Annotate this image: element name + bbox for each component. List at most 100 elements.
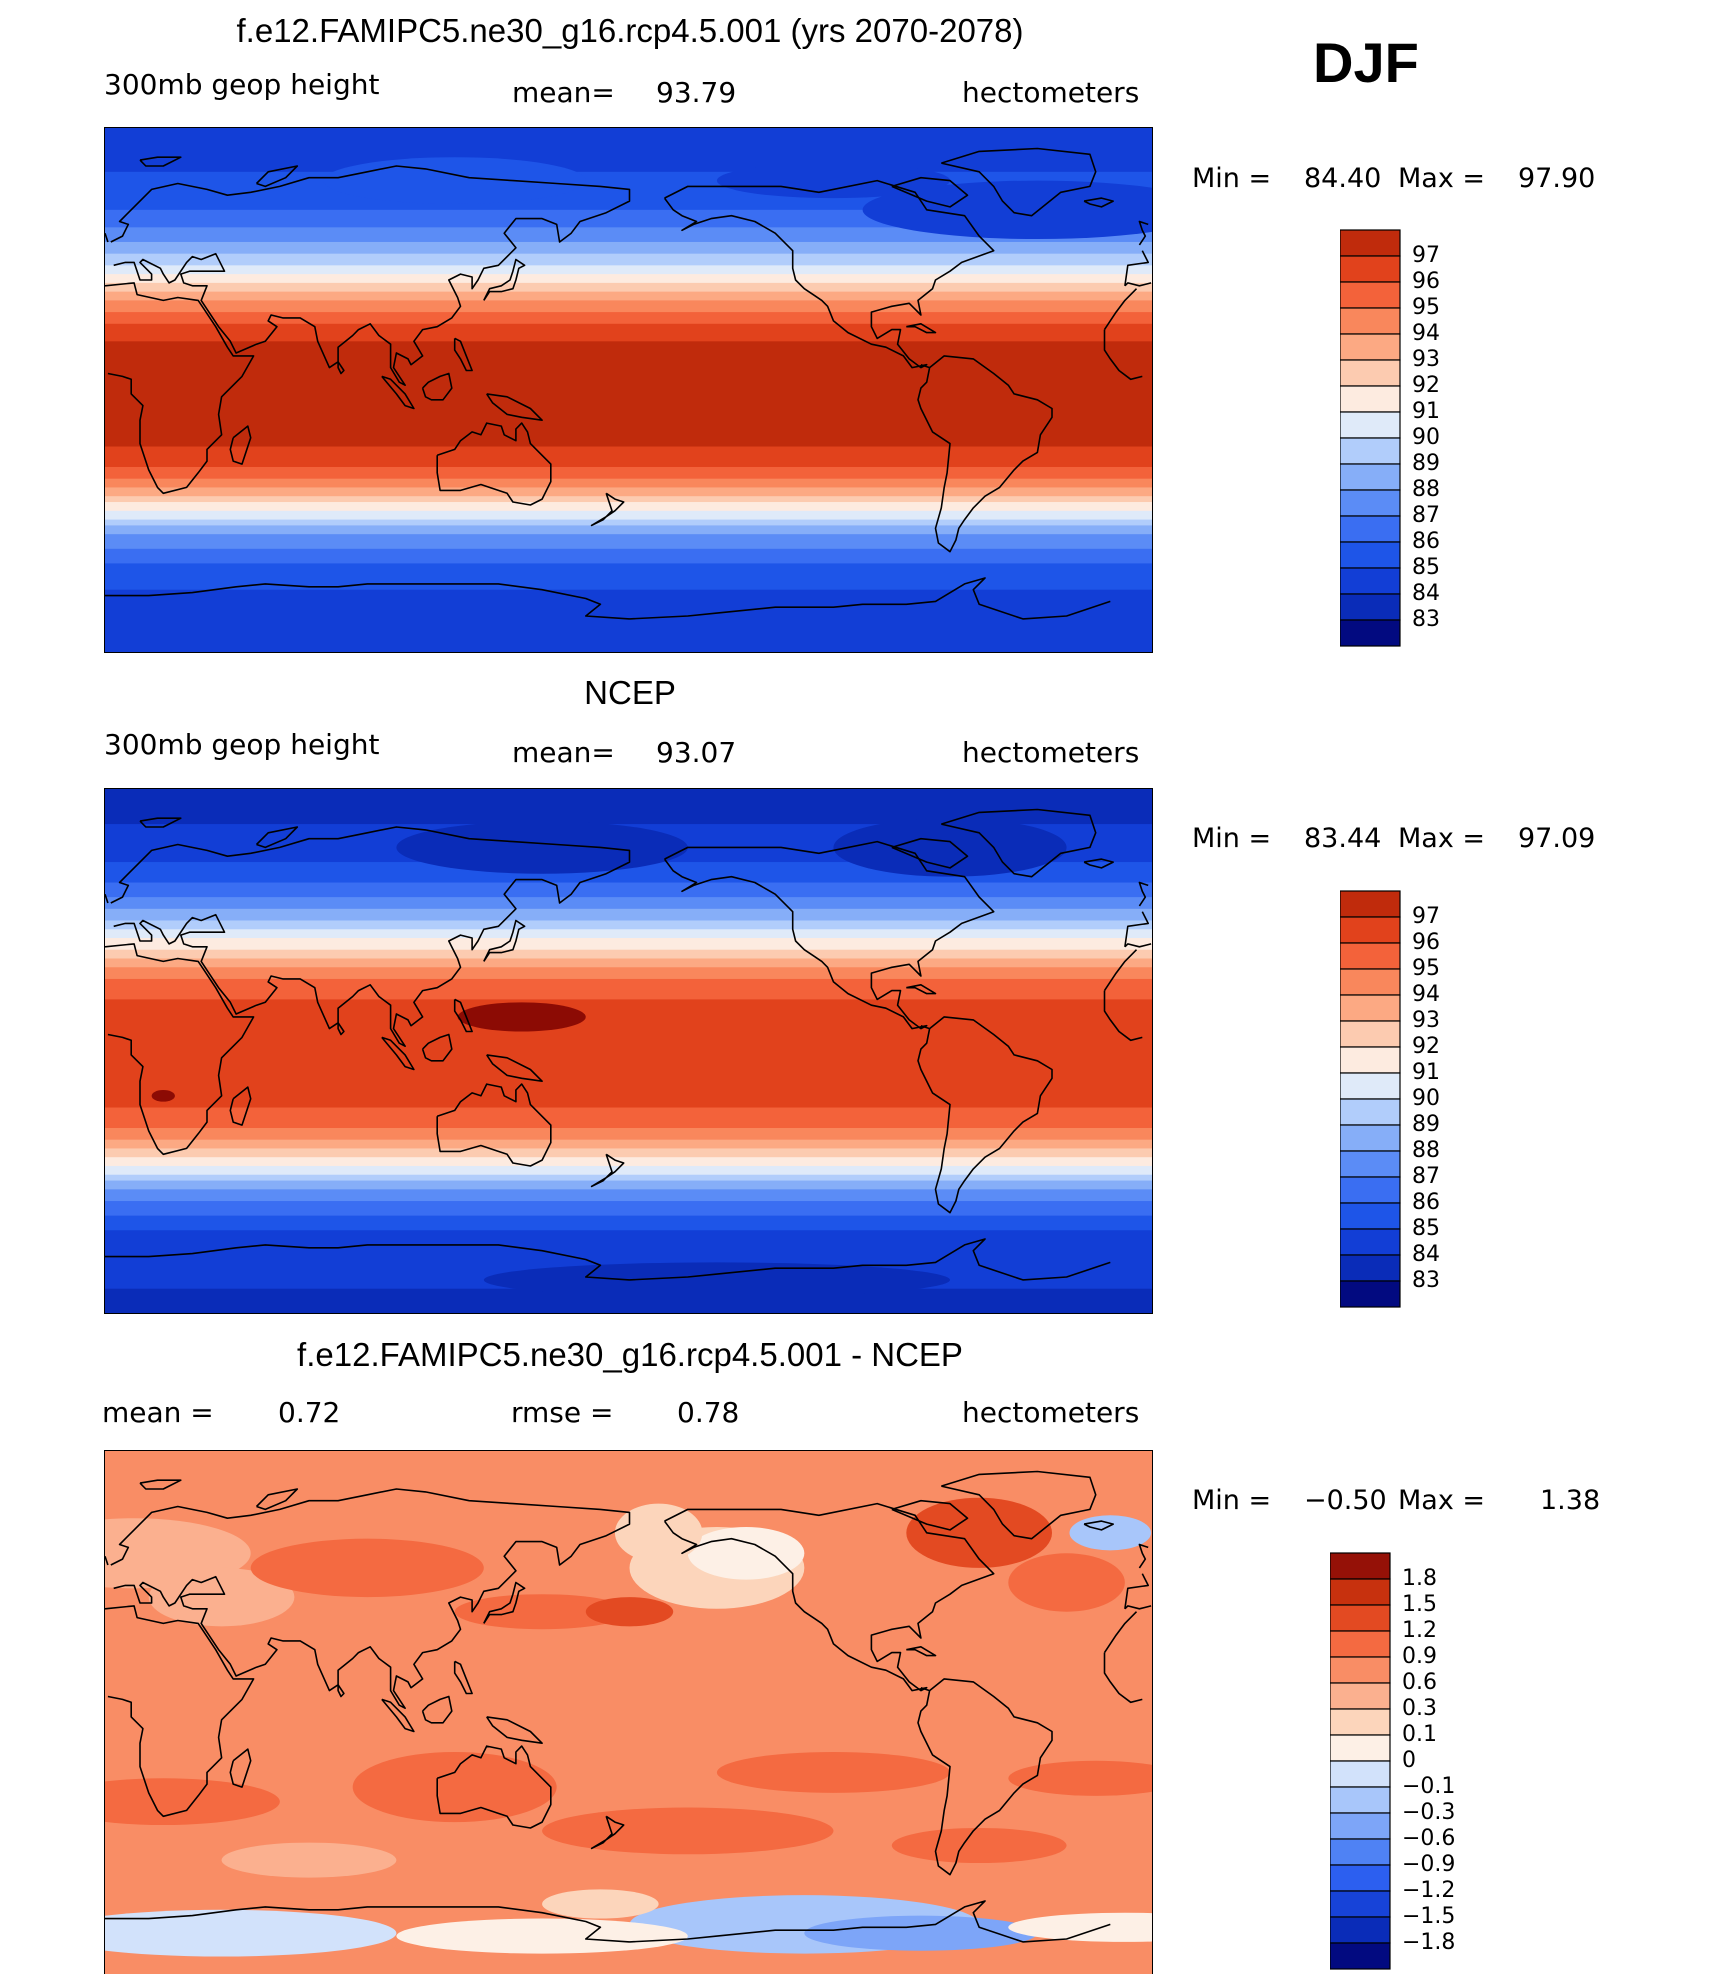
ncep-band-15	[105, 1127, 1152, 1141]
model-colorbar-swatch-1	[1339, 255, 1401, 283]
ncep-band-23	[105, 1201, 1152, 1217]
diff-colorbar-swatch-3	[1329, 1630, 1391, 1658]
model-min-label: Min =	[1192, 163, 1272, 194]
ncep-colorbar-label: 84	[1412, 1242, 1440, 1267]
diff-coast-new-guinea	[486, 1716, 543, 1745]
diff-min-value: −0.50	[1304, 1485, 1387, 1516]
ncep-coast-sri-lanka	[337, 1022, 345, 1036]
model-coast-sri-lanka	[337, 361, 345, 375]
diff-coast-philippines	[453, 1660, 473, 1695]
ncep-coast-new-guinea	[486, 1054, 543, 1083]
ncep-band-12	[105, 978, 1152, 1000]
model-coast-africa-2	[1103, 329, 1143, 381]
ncep-coast-philippines	[453, 998, 473, 1033]
diff-colorbar-swatch-11	[1329, 1838, 1391, 1866]
ncep-coast-africa	[1103, 949, 1138, 992]
ncep-colorbar-label: 89	[1412, 1112, 1440, 1137]
model-band-15	[105, 466, 1152, 480]
diff-anomaly-3	[687, 1526, 805, 1580]
diff-coast-japan	[483, 1581, 526, 1624]
ncep-band-6	[105, 920, 1152, 930]
diff-mean-value: 0.72	[278, 1396, 341, 1429]
diff-colorbar-swatch-14	[1329, 1916, 1391, 1944]
diff-colorbar-label: 0.9	[1402, 1644, 1437, 1669]
season-label: DJF	[1313, 31, 1419, 94]
model-colorbar-label: 89	[1412, 451, 1440, 476]
model-colorbar-swatch-15	[1339, 619, 1401, 647]
model-colorbar-label: 90	[1412, 425, 1440, 450]
ncep-coast-britain-1	[105, 893, 109, 904]
diff-coast-eurasia	[1124, 1573, 1149, 1609]
diff-rmse-label: rmse =	[511, 1396, 614, 1429]
diff-map-panel	[104, 1450, 1153, 1974]
ncep-band-19	[105, 1165, 1152, 1176]
ncep-coast-africa-2	[1103, 990, 1143, 1042]
diff-coast-iceland	[1083, 1520, 1115, 1531]
model-colorbar-swatch-5	[1339, 359, 1401, 387]
ncep-coast-eurasia	[1124, 911, 1149, 947]
model-coast-sumatra	[381, 375, 415, 410]
model-colorbar-label: 96	[1412, 269, 1440, 294]
model-colorbar-label: 84	[1412, 581, 1440, 606]
model-band-11	[105, 312, 1152, 325]
ncep-colorbar-swatch-13	[1339, 1228, 1401, 1256]
model-colorbar-swatch-6	[1339, 385, 1401, 413]
diff-colorbar-label: 0	[1402, 1748, 1416, 1773]
ncep-colorbar-label: 97	[1412, 904, 1440, 929]
diff-coast-britain-1	[105, 1555, 109, 1566]
map2-svg	[105, 1451, 1152, 1974]
ncep-band-7	[105, 929, 1152, 939]
model-band-6	[105, 265, 1152, 275]
ncep-colorbar-swatch-1	[1339, 916, 1401, 944]
map1-svg	[105, 789, 1152, 1313]
diff-colorbar-label: 1.8	[1402, 1566, 1437, 1591]
ncep-band-21	[105, 1180, 1152, 1190]
diff-anomaly-19	[396, 1918, 688, 1954]
model-coast-eurasia	[1124, 250, 1149, 286]
model-colorbar-swatch-9	[1339, 463, 1401, 491]
ncep-units-label: hectometers	[962, 736, 1140, 769]
ncep-band-24	[105, 1215, 1152, 1231]
model-colorbar-swatch-14	[1339, 593, 1401, 621]
diff-colorbar-label: −0.1	[1402, 1774, 1456, 1799]
diff-colorbar-label: −1.2	[1402, 1878, 1456, 1903]
diff-anomaly-5	[250, 1538, 484, 1598]
ncep-colorbar-swatch-6	[1339, 1046, 1401, 1074]
model-coast-japan	[483, 258, 526, 301]
diff-coast-cuba	[906, 1646, 937, 1657]
ncep-band-20	[105, 1174, 1152, 1182]
diff-coast-eurasia-2	[1124, 1605, 1152, 1610]
model-coast-south-america	[917, 355, 1053, 553]
model-colorbar-swatch-13	[1339, 567, 1401, 595]
ncep-anomaly-1	[151, 1089, 175, 1102]
ncep-coast-japan	[483, 919, 526, 962]
diff-coast-sumatra	[381, 1698, 415, 1733]
diff-coast-sri-lanka	[337, 1684, 345, 1698]
model-coast-antarctica-1	[105, 583, 630, 620]
ncep-colorbar-swatch-12	[1339, 1202, 1401, 1230]
model-band-5	[105, 253, 1152, 266]
ncep-colorbar: 97 96 95 94 93 92 91 90 89 88 87 86 85 84 83	[1339, 890, 1460, 1308]
model-colorbar-label: 97	[1412, 243, 1440, 268]
model-colorbar-label: 93	[1412, 347, 1440, 372]
ncep-colorbar-swatch-9	[1339, 1124, 1401, 1152]
model-band-7	[105, 274, 1152, 284]
model-band-25	[105, 563, 1152, 591]
ncep-map-panel	[104, 788, 1153, 1314]
model-coast-greenland	[941, 147, 1097, 217]
diff-coast-greenland	[941, 1470, 1097, 1540]
model-band-12	[105, 323, 1152, 342]
diff-coast-svalbard	[139, 1479, 182, 1490]
model-band-21	[105, 519, 1152, 527]
model-coast-britain-2	[1138, 220, 1149, 246]
ncep-band-11	[105, 967, 1152, 980]
model-colorbar-swatch-3	[1339, 307, 1401, 335]
ncep-colorbar-swatch-11	[1339, 1176, 1401, 1204]
ncep-coast-borneo	[421, 1033, 453, 1062]
diff-colorbar-swatch-13	[1329, 1890, 1391, 1918]
ncep-band-0	[105, 789, 1152, 825]
diff-colorbar-label: −0.6	[1402, 1826, 1456, 1851]
ncep-anomaly-2	[833, 818, 1067, 877]
model-band-20	[105, 510, 1152, 521]
model-colorbar-swatch-4	[1339, 333, 1401, 361]
